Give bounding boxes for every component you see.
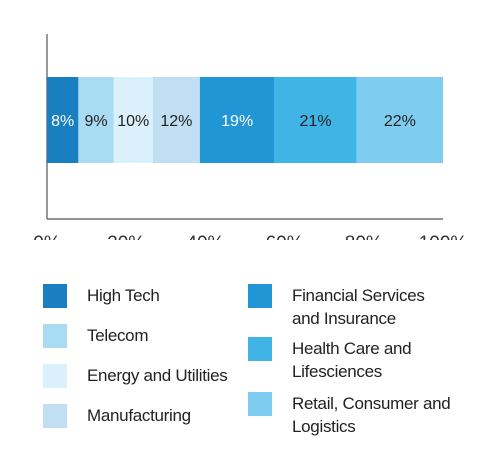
x-tick-label: 80%: [345, 233, 383, 240]
legend-label: Energy and Utilities: [87, 366, 228, 385]
legend-item-left-4: Manufacturing: [43, 404, 191, 428]
segment-value-label: 12%: [160, 113, 192, 130]
x-tick-label: 100%: [419, 233, 468, 240]
legend-item-left-2: Telecom: [43, 324, 149, 348]
segment-value-label: 10%: [117, 113, 149, 130]
x-tick-label: 60%: [266, 233, 304, 240]
legend-label: Financial Services and Insurance: [292, 286, 425, 328]
bar-segment-6: [274, 77, 357, 163]
bar-segment-1: [47, 77, 79, 163]
legend-label: High Tech: [87, 286, 160, 305]
legend-swatch: [248, 337, 272, 361]
legend-swatch: [248, 392, 272, 416]
legend-item-right-1: Financial Services and Insurance: [248, 284, 425, 330]
legend-label: Retail, Consumer and Logistics: [292, 394, 451, 436]
x-tick-label: 20%: [107, 233, 145, 240]
segment-labels: 8% 9% 10% 12% 19% 21% 22%: [51, 113, 416, 130]
legend-item-left-1: High Tech: [43, 284, 160, 308]
bar-segment-7: [356, 77, 443, 163]
legend-label: Manufacturing: [87, 406, 191, 425]
x-tick-label: 40%: [186, 233, 224, 240]
segment-value-label: 8%: [51, 113, 74, 130]
legend-swatch: [43, 404, 67, 428]
legend-item-right-3: Retail, Consumer and Logistics: [248, 392, 451, 438]
legend-label: Health Care and Lifesciences: [292, 339, 412, 381]
bar-segments: [47, 77, 443, 163]
bar-segment-3: [113, 77, 153, 163]
legend-swatch: [43, 324, 67, 348]
stacked-bar-chart: 8% 9% 10% 12% 19% 21% 22% 0% 20% 40% 60% 80% 100%: [33, 34, 467, 240]
x-tick-labels: 0% 20% 40% 60% 80% 100%: [33, 233, 467, 240]
bar-segment-4: [152, 77, 200, 163]
bar-segment-2: [78, 77, 114, 163]
x-tick-label: 0%: [33, 233, 61, 240]
legend-swatch: [248, 284, 272, 308]
segment-value-label: 22%: [384, 113, 416, 130]
legend-swatch: [43, 364, 67, 388]
legend-label: Telecom: [87, 326, 149, 345]
legend-item-left-3: Energy and Utilities: [43, 364, 228, 388]
legend-item-right-2: Health Care and Lifesciences: [248, 337, 412, 383]
legend-swatch: [43, 284, 67, 308]
bar-segment-5: [199, 77, 275, 163]
segment-value-label: 9%: [84, 113, 107, 130]
segment-value-label: 21%: [300, 113, 332, 130]
segment-value-label: 19%: [221, 113, 253, 130]
